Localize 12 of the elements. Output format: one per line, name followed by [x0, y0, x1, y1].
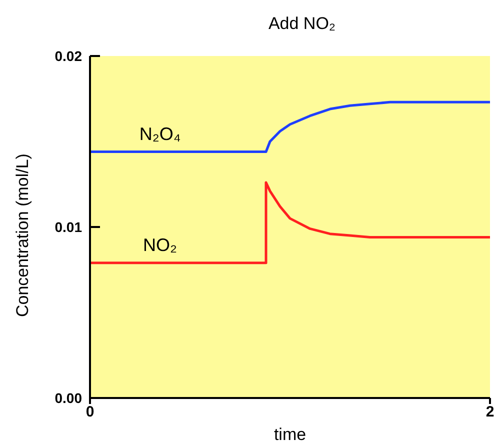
series-label: NO₂ — [143, 234, 177, 255]
chart-title: Add NO₂ — [267, 14, 337, 34]
y-tick-label: 0.02 — [54, 48, 82, 64]
y-axis-title: Concentration (mol/L) — [13, 154, 32, 317]
y-tick-label: 0.00 — [54, 390, 82, 406]
x-tick-label: 0 — [86, 404, 94, 421]
series-label: N₂O₄ — [139, 124, 181, 144]
x-axis-title: time — [274, 425, 306, 444]
x-tick-label: 2 — [486, 404, 494, 421]
y-tick-label: 0.01 — [54, 218, 82, 235]
line-series — [90, 181, 490, 264]
line-series — [90, 100, 490, 154]
